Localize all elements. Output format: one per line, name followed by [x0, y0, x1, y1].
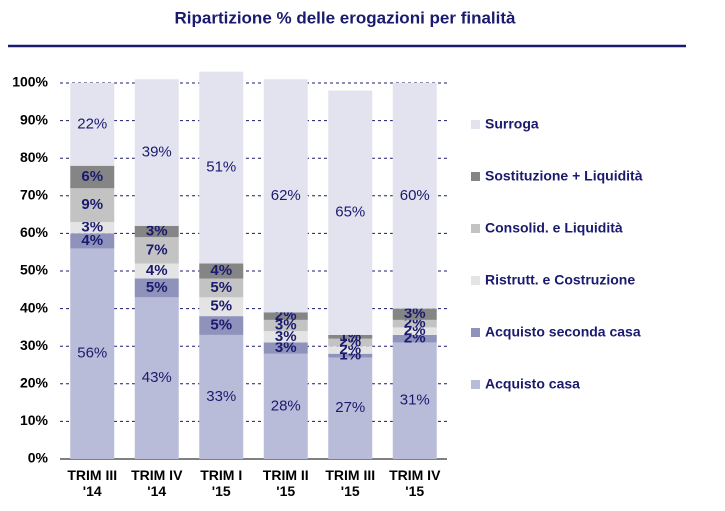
legend-label: Acquisto casa: [485, 376, 580, 392]
data-label: 3%: [146, 222, 168, 239]
bar-segment: [328, 338, 373, 347]
bar-segment: [199, 71, 244, 264]
y-tick-label: 50%: [20, 262, 49, 278]
bar-segment: [134, 278, 179, 298]
y-tick-label: 20%: [20, 375, 49, 391]
bar-segment: [263, 331, 308, 343]
bar-segment: [199, 297, 244, 317]
bar-segment: [392, 327, 437, 335]
bar-segment: [263, 342, 308, 354]
bar-segment: [328, 90, 373, 335]
data-label: 3%: [275, 316, 297, 333]
legend-swatch: [471, 276, 480, 285]
y-tick-label: 90%: [20, 111, 49, 127]
data-label: 51%: [206, 159, 236, 176]
data-label: 28%: [271, 397, 301, 414]
legend-swatch: [471, 224, 480, 233]
bar-segment: [328, 353, 373, 358]
legend-swatch: [471, 172, 480, 181]
x-tick-label: TRIM III '14: [67, 467, 118, 499]
bar-segment: [134, 237, 179, 264]
bar-segment: [263, 312, 308, 320]
legend-label: Consolid. e Liquidità: [485, 220, 623, 236]
bar-segment: [70, 165, 115, 189]
legend-swatch: [471, 120, 480, 129]
data-label: 3%: [275, 328, 297, 345]
chart-title: Ripartizione % delle erogazioni per fina…: [174, 8, 516, 27]
bar-segment: [263, 319, 308, 332]
legend-label: Sostituzione + Liquidità: [485, 168, 643, 184]
data-label: 65%: [335, 204, 365, 221]
data-label: 9%: [81, 196, 103, 213]
bar-segment: [392, 319, 437, 328]
legend-label: Surroga: [485, 116, 539, 132]
data-label: 39%: [142, 144, 172, 161]
data-label: 5%: [210, 298, 232, 315]
bar-segment: [199, 334, 244, 459]
x-tick-label: TRIM IV '14: [131, 467, 183, 499]
data-label: 56%: [77, 345, 107, 362]
bar-segment: [199, 263, 244, 279]
x-tick-label: TRIM IV '15: [389, 467, 441, 499]
data-label: 3%: [81, 219, 103, 236]
bar-segment: [392, 83, 437, 309]
bar-segment: [392, 308, 437, 320]
bar-segment: [392, 334, 437, 343]
y-tick-label: 70%: [20, 187, 49, 203]
data-label: 5%: [210, 316, 232, 333]
data-label: 43%: [142, 369, 172, 386]
bar-segment: [134, 225, 179, 238]
data-label: 27%: [335, 399, 365, 416]
y-tick-label: 30%: [20, 337, 49, 353]
bar-segment: [134, 297, 179, 459]
data-label: 5%: [146, 279, 168, 296]
y-tick-label: 10%: [20, 412, 49, 428]
bar-segment: [134, 263, 179, 279]
data-label: 4%: [146, 262, 168, 279]
y-tick-label: 80%: [20, 149, 49, 165]
data-label: 60%: [400, 187, 430, 204]
x-tick-label: TRIM I '15: [200, 467, 243, 499]
bar-segment: [263, 79, 308, 313]
bar-segment: [328, 334, 373, 339]
y-tick-label: 60%: [20, 224, 49, 240]
bar-segment: [70, 222, 115, 234]
data-label: 3%: [404, 305, 426, 322]
legend-swatch: [471, 380, 480, 389]
data-label: 62%: [271, 187, 301, 204]
bar-segment: [70, 188, 115, 223]
bar-segment: [199, 316, 244, 335]
y-tick-label: 40%: [20, 299, 49, 315]
data-label: 22%: [77, 115, 107, 132]
bar-segment: [263, 353, 308, 459]
data-label: 4%: [210, 262, 232, 279]
data-label: 6%: [81, 168, 103, 185]
bar-segment: [134, 79, 179, 226]
data-label: 3%: [275, 339, 297, 356]
legend-label: Acquisto seconda casa: [485, 324, 641, 340]
bar-segment: [199, 278, 244, 298]
data-label: 31%: [400, 392, 430, 409]
bar-segment: [328, 357, 373, 459]
bar-segment: [70, 83, 115, 166]
data-label: 4%: [81, 232, 103, 249]
bar-segment: [70, 233, 115, 249]
bar-segment: [328, 346, 373, 354]
data-label: 7%: [146, 241, 168, 258]
legend-swatch: [471, 328, 480, 337]
data-label: 5%: [210, 279, 232, 296]
bar-segment: [392, 342, 437, 459]
data-label: 33%: [206, 388, 236, 405]
y-tick-label: 0%: [28, 450, 49, 466]
x-tick-label: TRIM II '15: [262, 467, 309, 499]
bar-segment: [70, 248, 115, 459]
x-tick-label: TRIM III '15: [325, 467, 376, 499]
y-tick-label: 100%: [12, 74, 48, 90]
legend-label: Ristrutt. e Costruzione: [485, 272, 635, 288]
